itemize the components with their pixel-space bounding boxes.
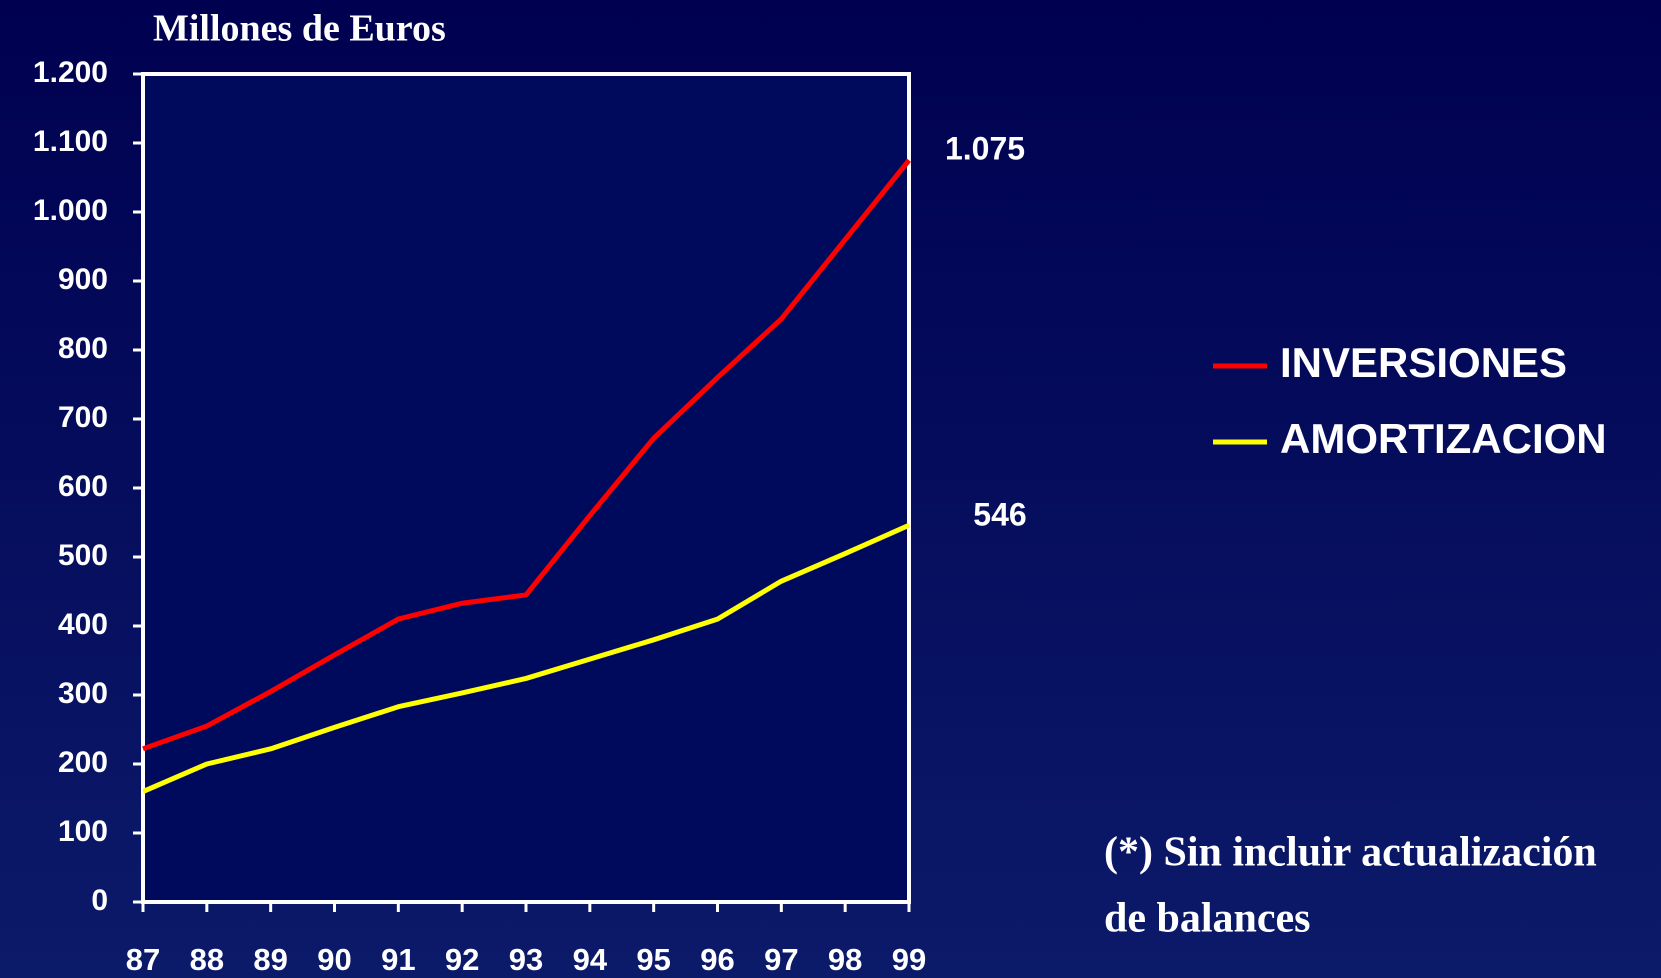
legend-label: AMORTIZACION (1280, 415, 1607, 462)
y-tick-label: 900 (58, 263, 108, 296)
y-tick-label: 500 (58, 539, 108, 572)
legend-label: INVERSIONES (1280, 339, 1567, 386)
x-tick-label: 88 (190, 942, 224, 977)
x-tick-label: 94 (573, 942, 608, 977)
x-tick-label: 87 (126, 942, 160, 977)
value-label: 546 (973, 496, 1026, 532)
footnote: de balances (1104, 896, 1311, 942)
x-tick-label: 90 (317, 942, 351, 977)
y-tick-label: 1.000 (33, 194, 108, 227)
plot-area (141, 72, 911, 904)
y-tick-label: 0 (91, 884, 108, 917)
x-tick-label: 95 (636, 942, 670, 977)
x-tick-label: 99 (892, 942, 926, 977)
y-tick-label: 400 (58, 608, 108, 641)
x-tick-label: 89 (253, 942, 287, 977)
value-label: 1.075 (945, 130, 1025, 166)
y-tick-label: 600 (58, 470, 108, 503)
x-tick-label: 97 (764, 942, 798, 977)
line-series (142, 522, 911, 794)
y-tick-label: 1.200 (33, 56, 108, 89)
x-tick-label: 96 (700, 942, 734, 977)
y-tick-label: 300 (58, 677, 108, 710)
line-series (142, 158, 911, 752)
y-tick-label: 700 (58, 401, 108, 434)
chart-title: Millones de Euros (153, 8, 446, 50)
y-tick-label: 1.100 (33, 125, 108, 158)
footnote: (*) Sin incluir actualización (1104, 830, 1597, 876)
y-tick-label: 200 (58, 746, 108, 779)
x-tick-label: 93 (509, 942, 543, 977)
x-tick-label: 91 (381, 942, 415, 977)
y-tick-label: 800 (58, 332, 108, 365)
x-tick-label: 98 (828, 942, 862, 977)
y-tick-label: 100 (58, 815, 108, 848)
x-tick-label: 92 (445, 942, 479, 977)
